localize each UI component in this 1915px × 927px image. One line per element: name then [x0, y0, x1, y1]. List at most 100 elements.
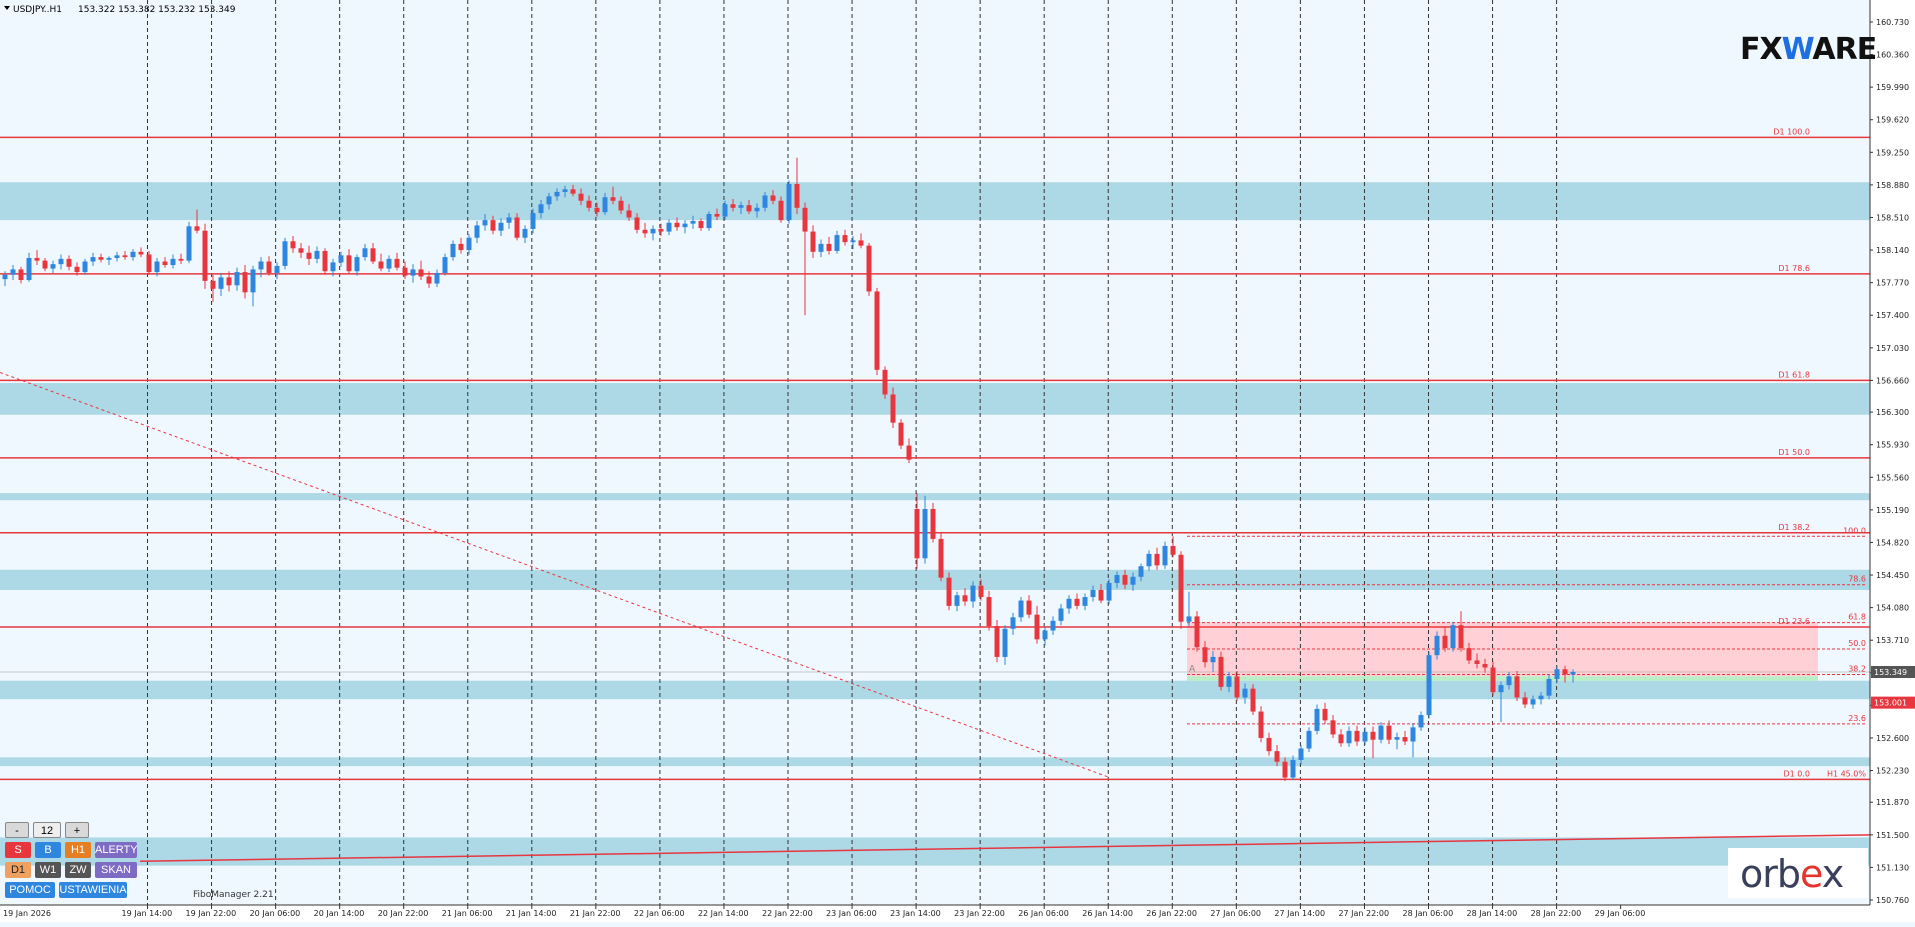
zw-button[interactable]: ZW [65, 862, 91, 878]
alerts-button[interactable]: ALERTY [95, 842, 138, 858]
candle-body [1042, 630, 1048, 640]
x-tick-label: 27 Jan 06:00 [1210, 909, 1261, 918]
x-tick-label: 29 Jan 06:00 [1595, 909, 1646, 918]
candle-body [962, 595, 968, 602]
timeframe-d1-button[interactable]: D1 [5, 862, 31, 878]
candle-body [106, 257, 112, 260]
current-price-label: 153.349 [1874, 668, 1907, 677]
candle-body [314, 250, 320, 259]
help-button[interactable]: POMOC [5, 882, 55, 898]
orbex-logo-box [1728, 848, 1868, 898]
candle-body [810, 231, 816, 252]
timeframe-h1-button[interactable]: H1 [65, 842, 91, 858]
candle-body [1290, 759, 1296, 778]
candle-body [1154, 553, 1160, 566]
candle-body [866, 245, 872, 292]
x-tick-label: 23 Jan 22:00 [954, 909, 1005, 918]
x-tick-label: 19 Jan 22:00 [186, 909, 237, 918]
candle-body [674, 222, 680, 228]
candle-body [506, 217, 512, 223]
candle-body [618, 200, 624, 211]
candle-body [98, 257, 104, 260]
candle-body [194, 226, 200, 231]
x-tick-label: 22 Jan 06:00 [634, 909, 685, 918]
candle-body [1410, 727, 1416, 742]
marked-level-label: 153.001 [1874, 699, 1907, 708]
candle-body [1186, 616, 1192, 622]
support-resistance-zone [0, 182, 1870, 221]
candle-body [1138, 566, 1144, 577]
candle-body [1050, 620, 1056, 631]
candle-body [1226, 676, 1232, 687]
x-tick-label: 28 Jan 22:00 [1531, 909, 1582, 918]
candle-body [1202, 647, 1208, 663]
candle-body [50, 264, 56, 269]
trendline-solid [139, 834, 1871, 863]
x-tick-label: 26 Jan 22:00 [1146, 909, 1197, 918]
candle-body [586, 200, 592, 208]
trendlines-layer [0, 372, 1871, 863]
x-tick-label: 26 Jan 14:00 [1082, 909, 1133, 918]
candle-body [954, 595, 960, 606]
zoom-minus-button[interactable]: - [5, 822, 29, 838]
header-arrow-icon [4, 6, 10, 10]
candle-body [882, 369, 888, 395]
y-tick-label: 155.560 [1876, 473, 1909, 482]
orbex-logo-accent: e [1800, 852, 1823, 896]
candle-body [1466, 648, 1472, 661]
candle-body [410, 269, 416, 276]
h1-fib-label: 38.2 [1848, 665, 1866, 674]
candle-body [130, 251, 136, 258]
candle-body [1474, 660, 1480, 664]
orbex-logo-part: x [1821, 852, 1844, 896]
candle-body [122, 255, 128, 258]
candle-body [354, 257, 360, 272]
timeframe-w1-button[interactable]: W1 [35, 862, 61, 878]
candle-body [818, 243, 824, 252]
candle-body [1426, 655, 1432, 716]
trendline-dashed [0, 372, 1111, 779]
candle-body [570, 189, 576, 194]
x-tick-label: 27 Jan 22:00 [1338, 909, 1389, 918]
candle-body [946, 577, 952, 606]
candle-body [746, 205, 752, 212]
candle-body [202, 230, 208, 281]
candles-layer [2, 157, 1576, 782]
header-symbol: USDJPY..H1 [13, 5, 62, 15]
candle-body [1090, 590, 1096, 598]
control-panel: - 12 + S B H1 ALERTY D1 W1 ZW SKAN POMOC… [5, 822, 145, 902]
x-tick-label: 21 Jan 14:00 [506, 909, 557, 918]
candle-body [1018, 600, 1024, 618]
buy-button[interactable]: B [35, 842, 61, 858]
zoom-value[interactable]: 12 [33, 822, 61, 838]
candle-body [522, 228, 528, 238]
x-tick-label: 28 Jan 06:00 [1403, 909, 1454, 918]
candle-body [362, 248, 368, 258]
candle-body [1170, 545, 1176, 555]
fxware-logo: FXWARE [1740, 32, 1877, 67]
h1-percent-label: H1 45.0% [1827, 769, 1866, 778]
candle-body [1322, 708, 1328, 721]
x-tick-label: 20 Jan 06:00 [250, 909, 301, 918]
candle-body [330, 262, 336, 272]
candle-body [794, 184, 800, 208]
sell-button[interactable]: S [5, 842, 31, 858]
candle-body [834, 235, 840, 251]
candle-body [66, 258, 72, 267]
candle-body [1250, 688, 1256, 712]
candle-body [1386, 725, 1392, 740]
candle-body [226, 277, 232, 286]
candle-body [1522, 697, 1528, 705]
candle-body [1434, 635, 1440, 656]
y-tick-label: 155.190 [1876, 506, 1909, 515]
h1-fib-label: 100.0 [1843, 526, 1866, 535]
settings-button[interactable]: USTAWIENIA [59, 882, 127, 898]
candle-body [1258, 711, 1264, 738]
candle-body [1402, 737, 1408, 742]
support-resistance-zone [0, 493, 1870, 501]
scan-button[interactable]: SKAN [95, 862, 137, 878]
candle-body [1394, 737, 1400, 740]
candle-body [1362, 731, 1368, 742]
zoom-plus-button[interactable]: + [65, 822, 89, 838]
